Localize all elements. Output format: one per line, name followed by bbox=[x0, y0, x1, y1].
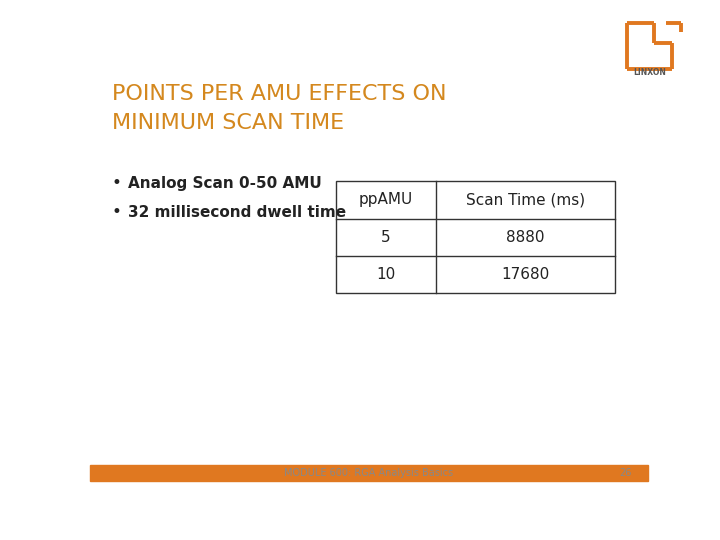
Bar bbox=[90, 465, 648, 481]
Text: MINIMUM SCAN TIME: MINIMUM SCAN TIME bbox=[112, 113, 344, 133]
Text: LINXON: LINXON bbox=[634, 68, 666, 77]
Text: 5: 5 bbox=[381, 230, 390, 245]
Text: 32 millisecond dwell time: 32 millisecond dwell time bbox=[128, 205, 346, 220]
Text: •: • bbox=[111, 204, 121, 221]
Text: •: • bbox=[111, 174, 121, 192]
Text: 10: 10 bbox=[376, 267, 395, 282]
Text: 8880: 8880 bbox=[506, 230, 544, 245]
Text: MODULE 600: RGA Analysis Basics: MODULE 600: RGA Analysis Basics bbox=[284, 468, 454, 478]
Text: ppAMU: ppAMU bbox=[359, 192, 413, 207]
Text: POINTS PER AMU EFFECTS ON: POINTS PER AMU EFFECTS ON bbox=[112, 84, 447, 104]
Text: Analog Scan 0-50 AMU: Analog Scan 0-50 AMU bbox=[128, 176, 322, 191]
Text: 26: 26 bbox=[619, 468, 631, 478]
Bar bbox=[336, 181, 615, 294]
Text: Scan Time (ms): Scan Time (ms) bbox=[466, 192, 585, 207]
Text: 17680: 17680 bbox=[501, 267, 549, 282]
